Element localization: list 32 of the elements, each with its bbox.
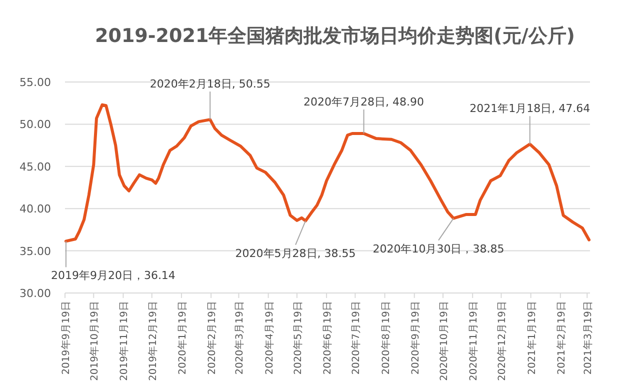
annotation: 2020年7月28日, 48.90: [304, 95, 424, 108]
x-tick-label: 2021年2月19日: [555, 301, 568, 375]
x-tick-label: 2020年2月19日: [206, 301, 218, 375]
y-tick-label: 30.00: [20, 287, 51, 300]
x-tick-label: 2020年10月19日: [438, 301, 450, 381]
x-tick-label: 2020年5月19日: [292, 301, 304, 375]
x-tick-label: 2020年1月19日: [176, 301, 188, 375]
annotation: 2021年1月18日, 47.64: [470, 102, 590, 116]
annotation: 2020年2月18日, 50.55: [150, 78, 270, 91]
x-tick-label: 2020年3月19日: [234, 301, 246, 375]
y-tick-label: 50.00: [20, 118, 51, 132]
x-tick-label: 2020年4月19日: [263, 301, 276, 375]
annotation: 2020年10月30日，38.85: [372, 242, 504, 256]
x-tick-label: 2020年12月19日: [496, 301, 508, 381]
annotation: 2019年9月20日，36.14: [50, 269, 176, 282]
x-tick-label: 2019年11月19日: [118, 301, 130, 381]
x-tick-label: 2021年1月19日: [526, 301, 538, 375]
x-tick-label: 2020年8月19日: [380, 301, 392, 375]
x-tick-label: 2019年9月19日: [60, 301, 72, 375]
x-tick-label: 2020年6月19日: [322, 301, 334, 375]
y-tick-label: 35.00: [20, 244, 51, 258]
x-tick-label: 2020年11月19日: [468, 301, 480, 381]
y-tick-label: 45.00: [20, 160, 51, 174]
x-tick-label: 2021年3月19日: [582, 301, 594, 375]
x-tick-label: 2019年10月19日: [88, 301, 101, 381]
x-tick-label: 2020年7月19日: [350, 301, 362, 375]
y-tick-label: 40.00: [20, 202, 51, 216]
annotation: 2020年5月28日, 38.55: [235, 246, 356, 260]
x-tick-label: 2019年12月19日: [146, 301, 159, 381]
x-tick-label: 2020年9月19日: [409, 301, 422, 375]
y-tick-label: 55.00: [20, 76, 51, 89]
chart-title: 2019-2021年全国猪肉批发市场日均价走势图(元/公斤): [95, 25, 575, 47]
